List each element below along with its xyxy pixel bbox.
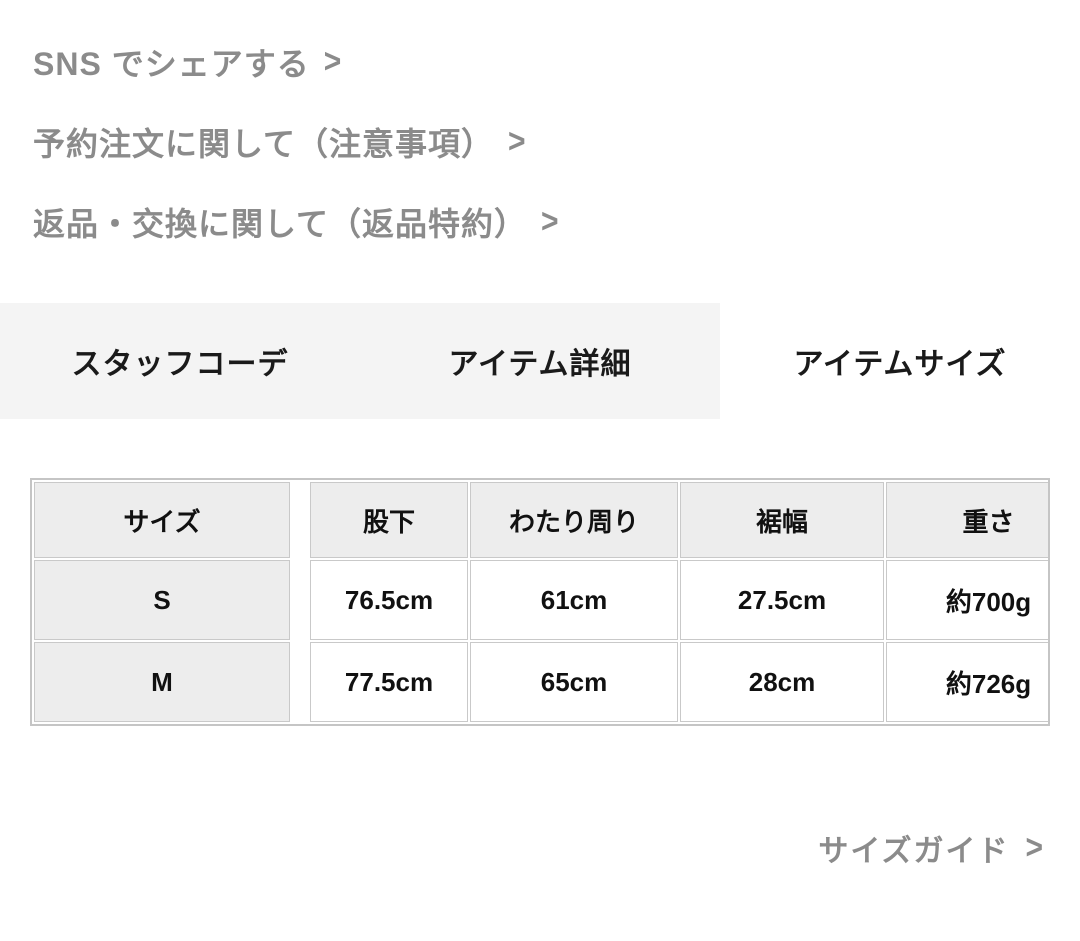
column-gap-spacer <box>292 642 308 722</box>
link-return-policy[interactable]: 返品・交換に関して（返品特約） > <box>33 182 1047 262</box>
link-sns-share-label: SNS でシェアする <box>33 46 310 82</box>
cell-m-hem: 28cm <box>680 642 884 722</box>
column-header-thigh: わたり周り <box>470 482 678 558</box>
table-row-size-m: M 77.5cm 65cm 28cm 約726g <box>34 642 1048 722</box>
tab-item-size-label: アイテムサイズ <box>793 348 1007 381</box>
chevron-right-icon: > <box>1025 828 1045 867</box>
tab-staff-coordinate-label: スタッフコーデ <box>71 348 289 381</box>
size-guide-link[interactable]: サイズガイド > <box>0 826 1045 870</box>
cell-m-thigh: 65cm <box>470 642 678 722</box>
cell-s-weight: 約700g <box>886 560 1048 640</box>
column-header-hem: 裾幅 <box>680 482 884 558</box>
cell-s-inseam: 76.5cm <box>310 560 468 640</box>
size-table-header-row: サイズ 股下 わたり周り 裾幅 重さ <box>34 482 1048 558</box>
size-guide-label: サイズガイド <box>818 835 1010 868</box>
tab-item-detail-label: アイテム詳細 <box>448 348 632 381</box>
cell-m-inseam: 77.5cm <box>310 642 468 722</box>
chevron-right-icon: > <box>541 202 560 241</box>
cell-s-thigh: 61cm <box>470 560 678 640</box>
link-preorder-notice-label: 予約注文に関して（注意事項） <box>33 126 495 162</box>
info-links-section: SNS でシェアする > 予約注文に関して（注意事項） > 返品・交換に関して（… <box>0 0 1080 262</box>
table-row-size-s: S 76.5cm 61cm 27.5cm 約700g <box>34 560 1048 640</box>
link-sns-share[interactable]: SNS でシェアする > <box>33 22 1047 102</box>
tab-item-size[interactable]: アイテムサイズ <box>720 303 1080 419</box>
tab-staff-coordinate[interactable]: スタッフコーデ <box>0 303 360 419</box>
link-return-policy-label: 返品・交換に関して（返品特約） <box>33 206 528 242</box>
chevron-right-icon: > <box>323 42 343 81</box>
item-info-tab-bar: スタッフコーデ アイテム詳細 アイテムサイズ <box>0 303 1080 419</box>
cell-m-weight: 約726g <box>886 642 1048 722</box>
column-gap-spacer <box>292 560 308 640</box>
size-table-container[interactable]: サイズ 股下 わたり周り 裾幅 重さ S 76.5cm 61cm 27.5cm … <box>30 478 1050 726</box>
link-preorder-notice[interactable]: 予約注文に関して（注意事項） > <box>33 102 1047 182</box>
tab-item-detail[interactable]: アイテム詳細 <box>360 303 720 419</box>
size-table: サイズ 股下 わたり周り 裾幅 重さ S 76.5cm 61cm 27.5cm … <box>32 480 1048 724</box>
cell-size-m: M <box>34 642 290 722</box>
cell-size-s: S <box>34 560 290 640</box>
chevron-right-icon: > <box>508 122 527 161</box>
column-header-weight: 重さ <box>886 482 1048 558</box>
column-header-size: サイズ <box>34 482 290 558</box>
column-header-inseam: 股下 <box>310 482 468 558</box>
column-gap-spacer <box>292 482 308 558</box>
cell-s-hem: 27.5cm <box>680 560 884 640</box>
